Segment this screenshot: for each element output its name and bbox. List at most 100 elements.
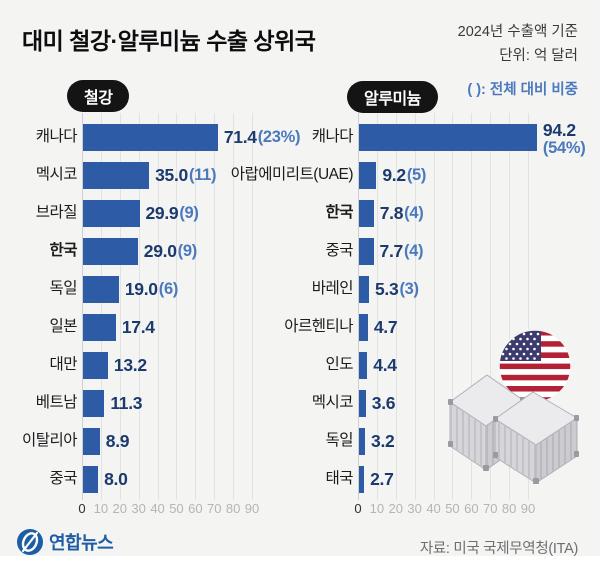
bar-value-number: 35.0 [155,164,188,185]
axis-tick: 70 [206,501,222,516]
bar-value-number: 13.2 [113,354,147,375]
bar-value: 7.7 (4) [380,232,424,270]
axis-tick: 80 [501,501,517,516]
bar-label: 멕시코 [311,394,354,411]
gridline [252,113,253,500]
bar [359,275,369,303]
bar-share-value: (5) [406,165,427,184]
gridline [376,113,378,500]
axis-tick: 60 [188,501,203,516]
us-flag-containers-illustration [448,329,579,484]
bar [359,351,368,379]
bar [83,161,150,189]
bar-label: 아랍에미리트(UAE) [230,166,354,183]
bar-label: 멕시코 [35,166,78,183]
gridline [433,113,435,500]
bar-value: 94.2 (54%) [542,120,586,158]
axis-tick: 20 [112,501,127,516]
bar-value-number: 2.7 [370,468,394,489]
bar [83,275,119,303]
bar-value-number: 3.2 [371,430,395,451]
bar-label: 대만 [49,356,77,373]
bar-value-number: 8.9 [105,430,130,451]
bar-value: 29.9 (9) [145,194,198,232]
bar-label: 인도 [325,356,353,373]
bar-value: 9.2 (5) [382,156,426,194]
bar-share-value: (54%) [542,139,586,158]
unit-note: 단위: 억 달러 [499,47,578,64]
bar-value-number: 7.8 [379,202,404,223]
bar-value: 19.0 (6) [125,270,178,308]
bar-value-number: 3.6 [371,392,396,413]
bar-share-value: (4) [404,203,424,222]
gridline [157,113,159,500]
bar-label: 베트남 [35,394,78,411]
bar-value: 4.7 [374,308,398,346]
bar [83,123,218,151]
gridline [138,113,140,500]
bar-value: 29.0 (9) [144,232,197,270]
bar-label: 중국 [49,470,77,487]
bar [83,237,138,265]
axis-tick: 70 [482,501,498,516]
axis-tick: 80 [225,501,241,516]
bar [83,389,105,417]
yonhap-logo: 연합뉴스 [16,528,114,556]
axis-tick: 50 [445,501,460,516]
gridline [214,113,216,500]
axis-tick: 50 [169,501,184,516]
bar-label: 한국 [325,204,353,221]
axis-tick: 90 [520,501,536,516]
bar-value-number: 29.9 [145,202,179,223]
bar [359,389,366,417]
axis-tick: 90 [244,501,260,516]
axis-tick: 0 [78,501,86,516]
bar-label: 브라질 [35,204,78,221]
bar-value-number: 5.3 [375,278,399,299]
bar [359,199,374,227]
axis-tick: 10 [93,501,109,516]
bar-label: 한국 [49,242,77,259]
bar-share-value: (9) [177,241,198,260]
page-title: 대미 철강·알루미늄 수출 상위국 [22,28,316,54]
bar-label: 바레인 [311,280,354,297]
share-legend-note: ( ): 전체 대비 비중 [467,82,578,98]
yonhap-logo-text: 연합뉴스 [49,533,114,553]
gridline [490,113,492,500]
bar-value-number: 94.2 [542,120,576,140]
bar-value-number: 9.2 [382,164,406,185]
source-credit: 자료: 미국 국제무역청(ITA) [419,541,578,557]
bar-share-value: (23%) [257,127,301,146]
bar [83,351,108,379]
bar-value-number: 29.0 [143,240,177,261]
bar-label: 캐나다 [311,128,354,145]
axis-tick: 10 [369,501,385,516]
bar-value: 8.0 [104,460,128,498]
axis-tick: 40 [426,501,441,516]
bar [359,427,365,455]
bar-label: 독일 [325,432,353,449]
gridline [358,113,359,500]
gridline [395,113,397,500]
bar-share-value: (3) [399,279,419,298]
bar-value: 13.2 [114,346,147,384]
bar-label: 캐나다 [35,128,78,145]
bar-label: 일본 [49,318,77,335]
bar-value-number: 8.0 [104,468,128,489]
bar [83,465,99,493]
header-notes: 2024년 수출액 기준 단위: 억 달러 [458,21,578,69]
axis-tick: 40 [150,501,165,516]
bar-value-number: 11.3 [110,392,143,413]
bar-share-value: (4) [403,241,424,260]
gridline [528,113,529,500]
bar-label: 이탈리아 [21,432,78,449]
bottom-strip [0,556,600,567]
bar-value-number: 71.4 [223,126,257,147]
basis-note: 2024년 수출액 기준 [457,24,578,40]
gridline [233,113,235,500]
gridline [100,113,102,500]
bar [83,313,116,341]
